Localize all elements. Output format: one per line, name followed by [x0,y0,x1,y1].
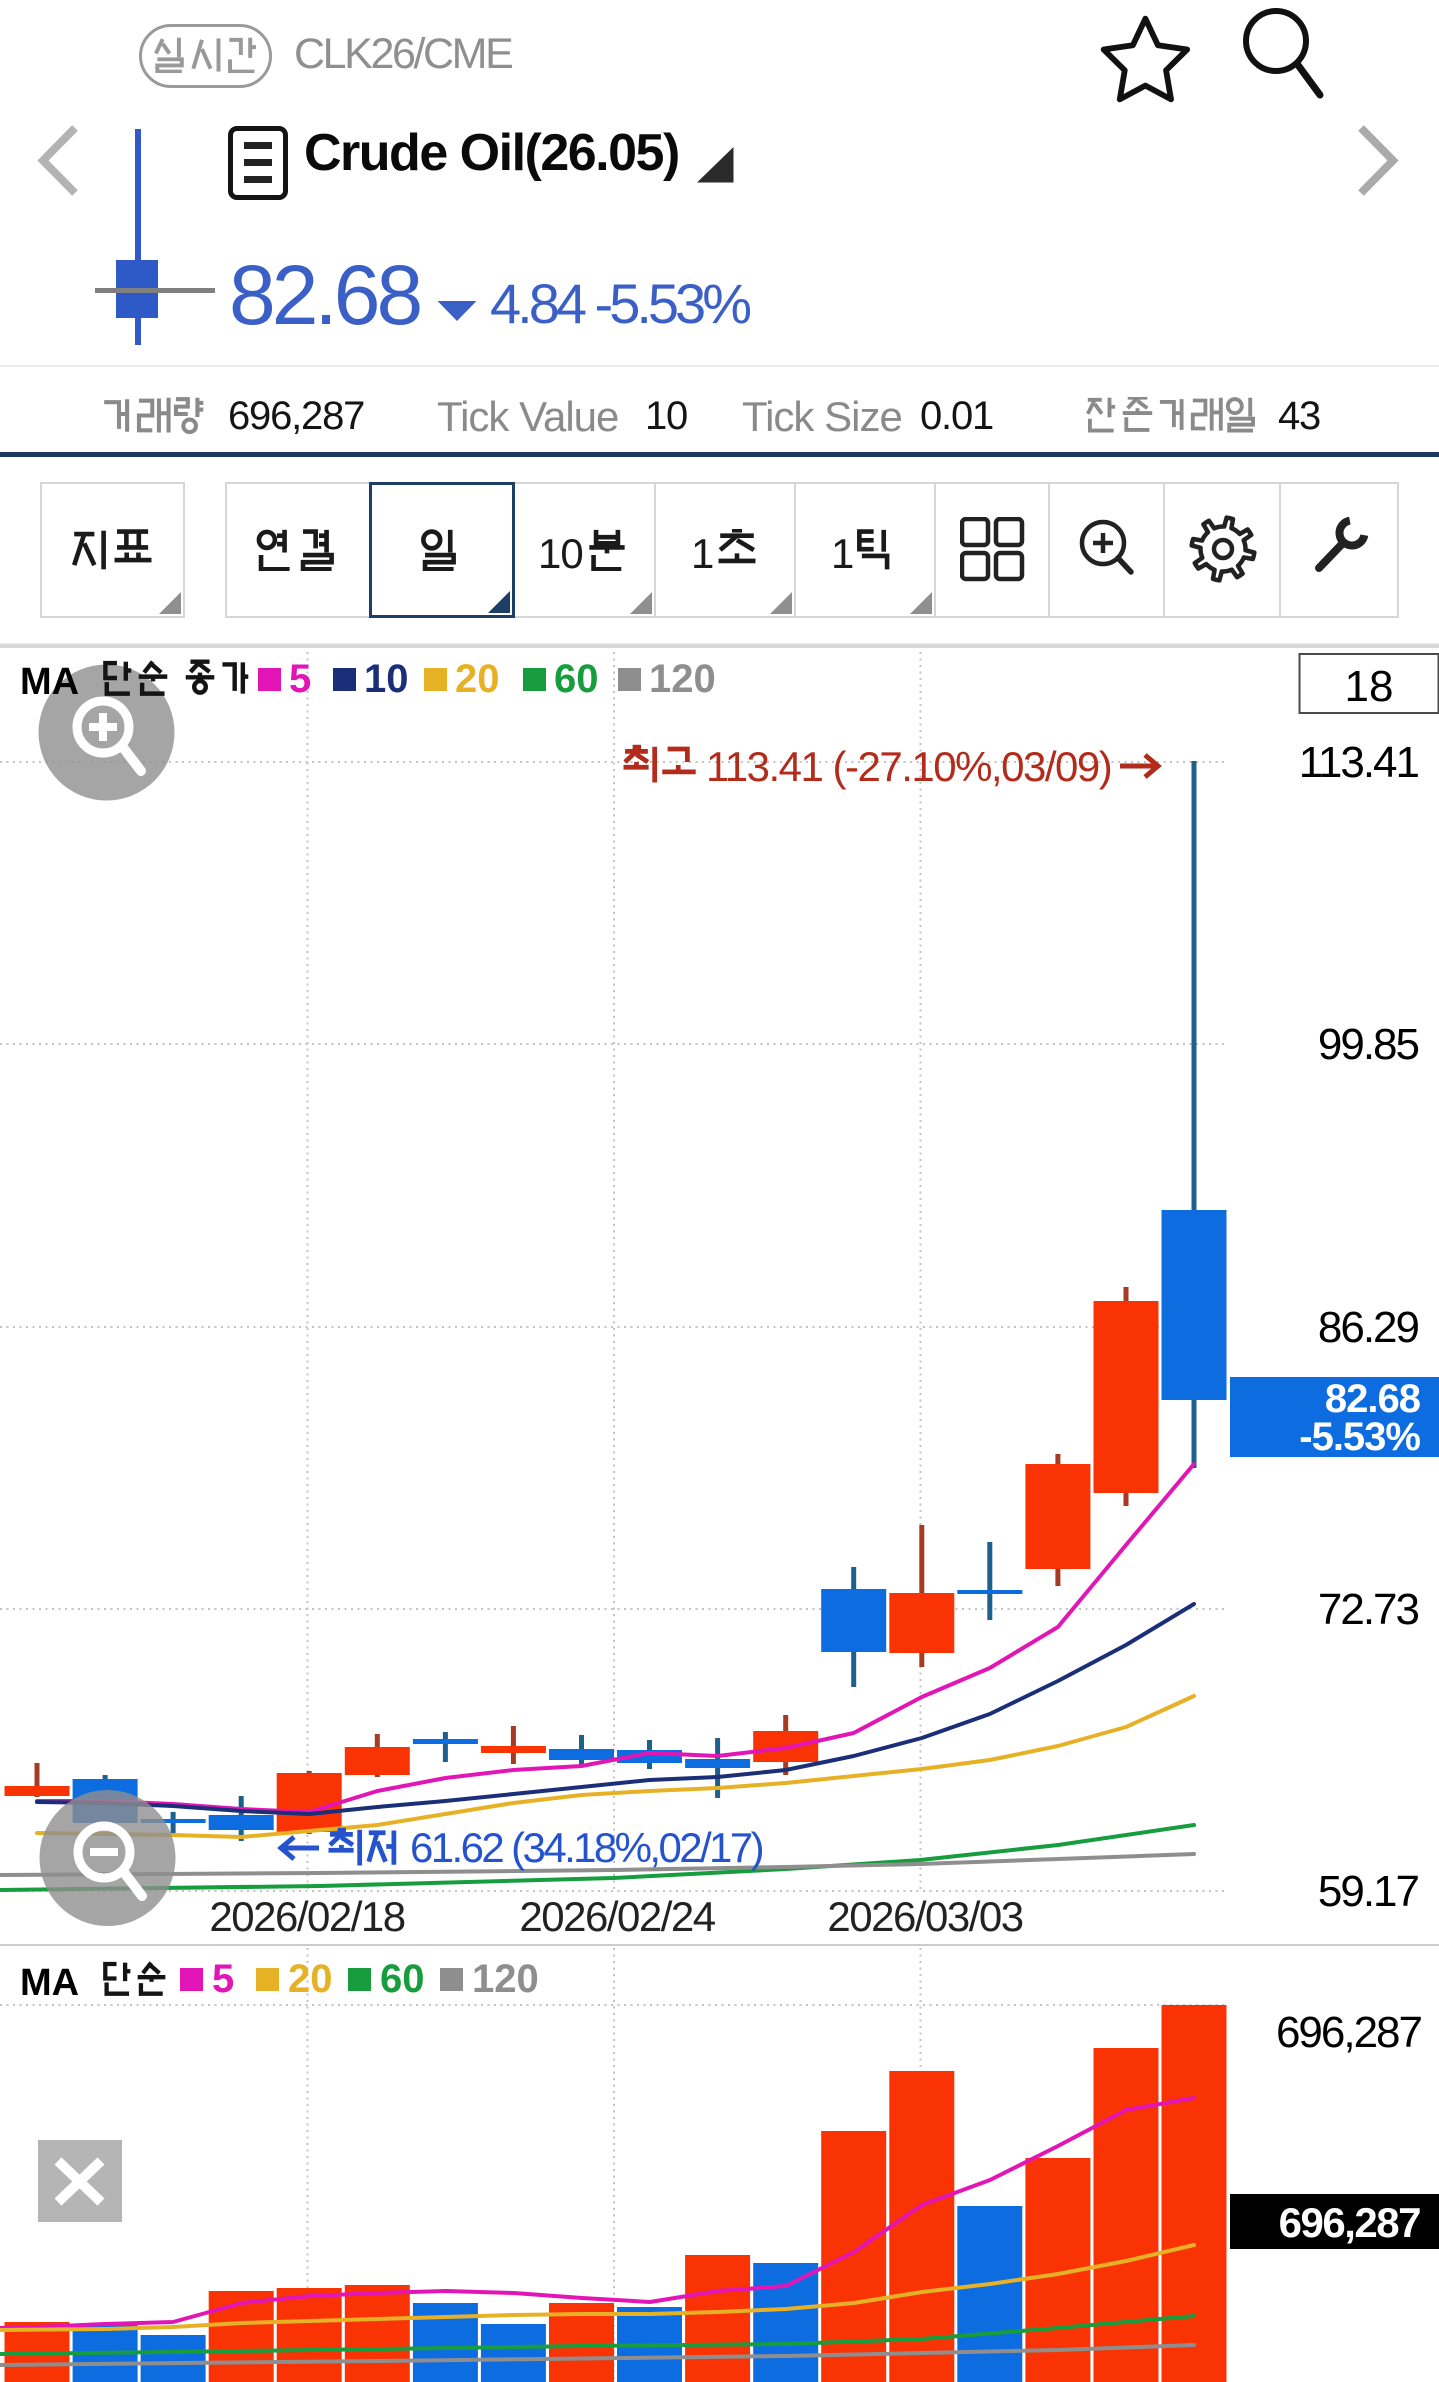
svg-text:120: 120 [649,657,716,701]
svg-text:72.73: 72.73 [1318,1585,1419,1634]
svg-text:113.41: 113.41 [1299,738,1419,787]
svg-text:20: 20 [288,1957,333,2001]
svg-text:113.41 (-27.10%,03/09): 113.41 (-27.10%,03/09) [706,743,1111,790]
svg-text:2026/03/03: 2026/03/03 [827,1893,1022,1940]
svg-text:2026/02/24: 2026/02/24 [519,1893,715,1940]
svg-text:MA: MA [20,661,79,703]
svg-text:-5.53%: -5.53% [1299,1415,1420,1459]
svg-text:86.29: 86.29 [1318,1303,1419,1352]
svg-text:10: 10 [364,657,409,701]
svg-text:5: 5 [289,657,311,701]
svg-text:2026/02/18: 2026/02/18 [209,1893,404,1940]
svg-text:59.17: 59.17 [1318,1867,1419,1916]
svg-text:696,287: 696,287 [1279,2199,1420,2246]
svg-text:696,287: 696,287 [1276,2008,1422,2057]
svg-text:MA: MA [20,1962,79,2004]
svg-text:61.62 (34.18%,02/17): 61.62 (34.18%,02/17) [410,1824,763,1871]
svg-text:120: 120 [472,1957,539,2001]
svg-text:20: 20 [455,657,500,701]
svg-text:82.68: 82.68 [1325,1377,1421,1421]
svg-text:18: 18 [1345,662,1394,711]
svg-text:5: 5 [212,1957,234,2001]
svg-text:99.85: 99.85 [1318,1020,1419,1069]
svg-text:60: 60 [554,657,599,701]
svg-text:60: 60 [380,1957,425,2001]
